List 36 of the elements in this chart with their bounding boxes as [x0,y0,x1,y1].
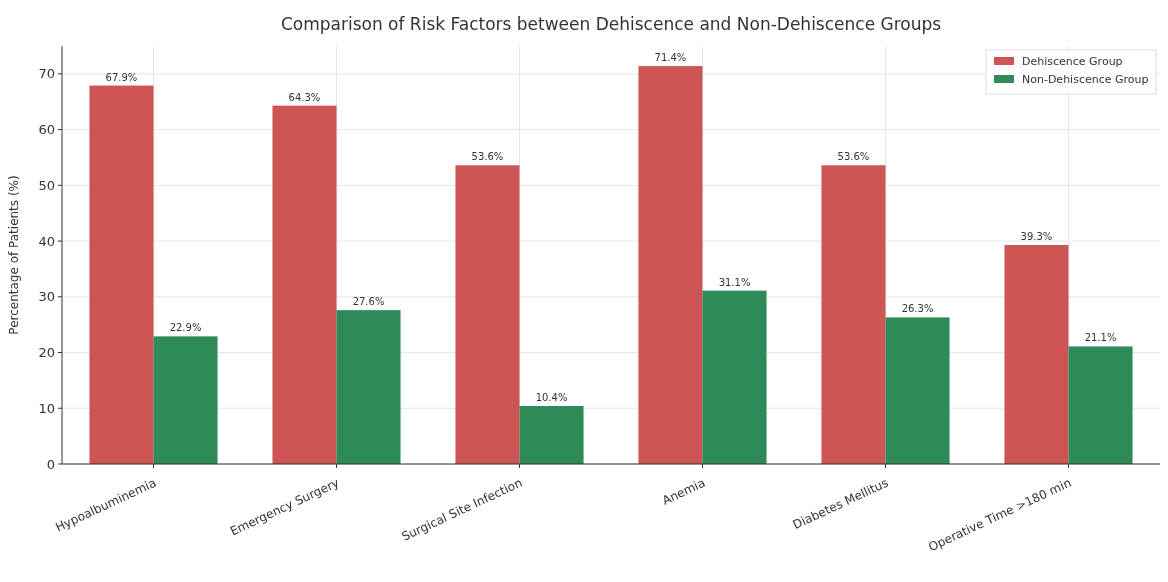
y-tick-label: 40 [38,233,55,249]
bar [153,336,218,464]
y-tick-label: 70 [38,66,55,82]
data-label: 67.9% [105,71,138,83]
data-label: 26.3% [901,303,934,315]
bar [702,290,767,464]
y-tick-label: 0 [46,456,55,472]
data-label: 39.3% [1020,230,1053,242]
data-label: 53.6% [471,151,504,163]
data-label: 64.3% [288,91,321,103]
data-label: 21.1% [1084,332,1117,344]
bar [336,310,401,464]
y-tick-label: 20 [38,345,55,361]
legend-label: Non-Dehiscence Group [1022,72,1149,86]
y-tick-label: 50 [38,177,55,193]
bar [885,317,950,464]
y-tick-label: 10 [38,400,55,416]
bar [519,406,584,464]
bar [821,165,886,464]
bar [455,165,520,464]
bar [1068,346,1133,464]
data-label: 31.1% [718,276,751,288]
legend-label: Dehiscence Group [1022,54,1123,68]
bar [638,66,703,464]
y-tick-label: 30 [38,289,55,305]
data-label: 22.9% [169,322,202,334]
data-label: 27.6% [352,296,385,308]
data-label: 71.4% [654,52,687,64]
chart-title: Comparison of Risk Factors between Dehiscence and Non-Dehiscence Groups [280,14,942,34]
bar [89,85,154,464]
y-tick-label: 60 [38,122,55,138]
bar [1004,244,1069,464]
bar [272,105,337,464]
data-label: 53.6% [837,151,870,163]
data-label: 10.4% [535,392,568,404]
y-axis-title: Percentage of Patients (%) [7,175,21,335]
